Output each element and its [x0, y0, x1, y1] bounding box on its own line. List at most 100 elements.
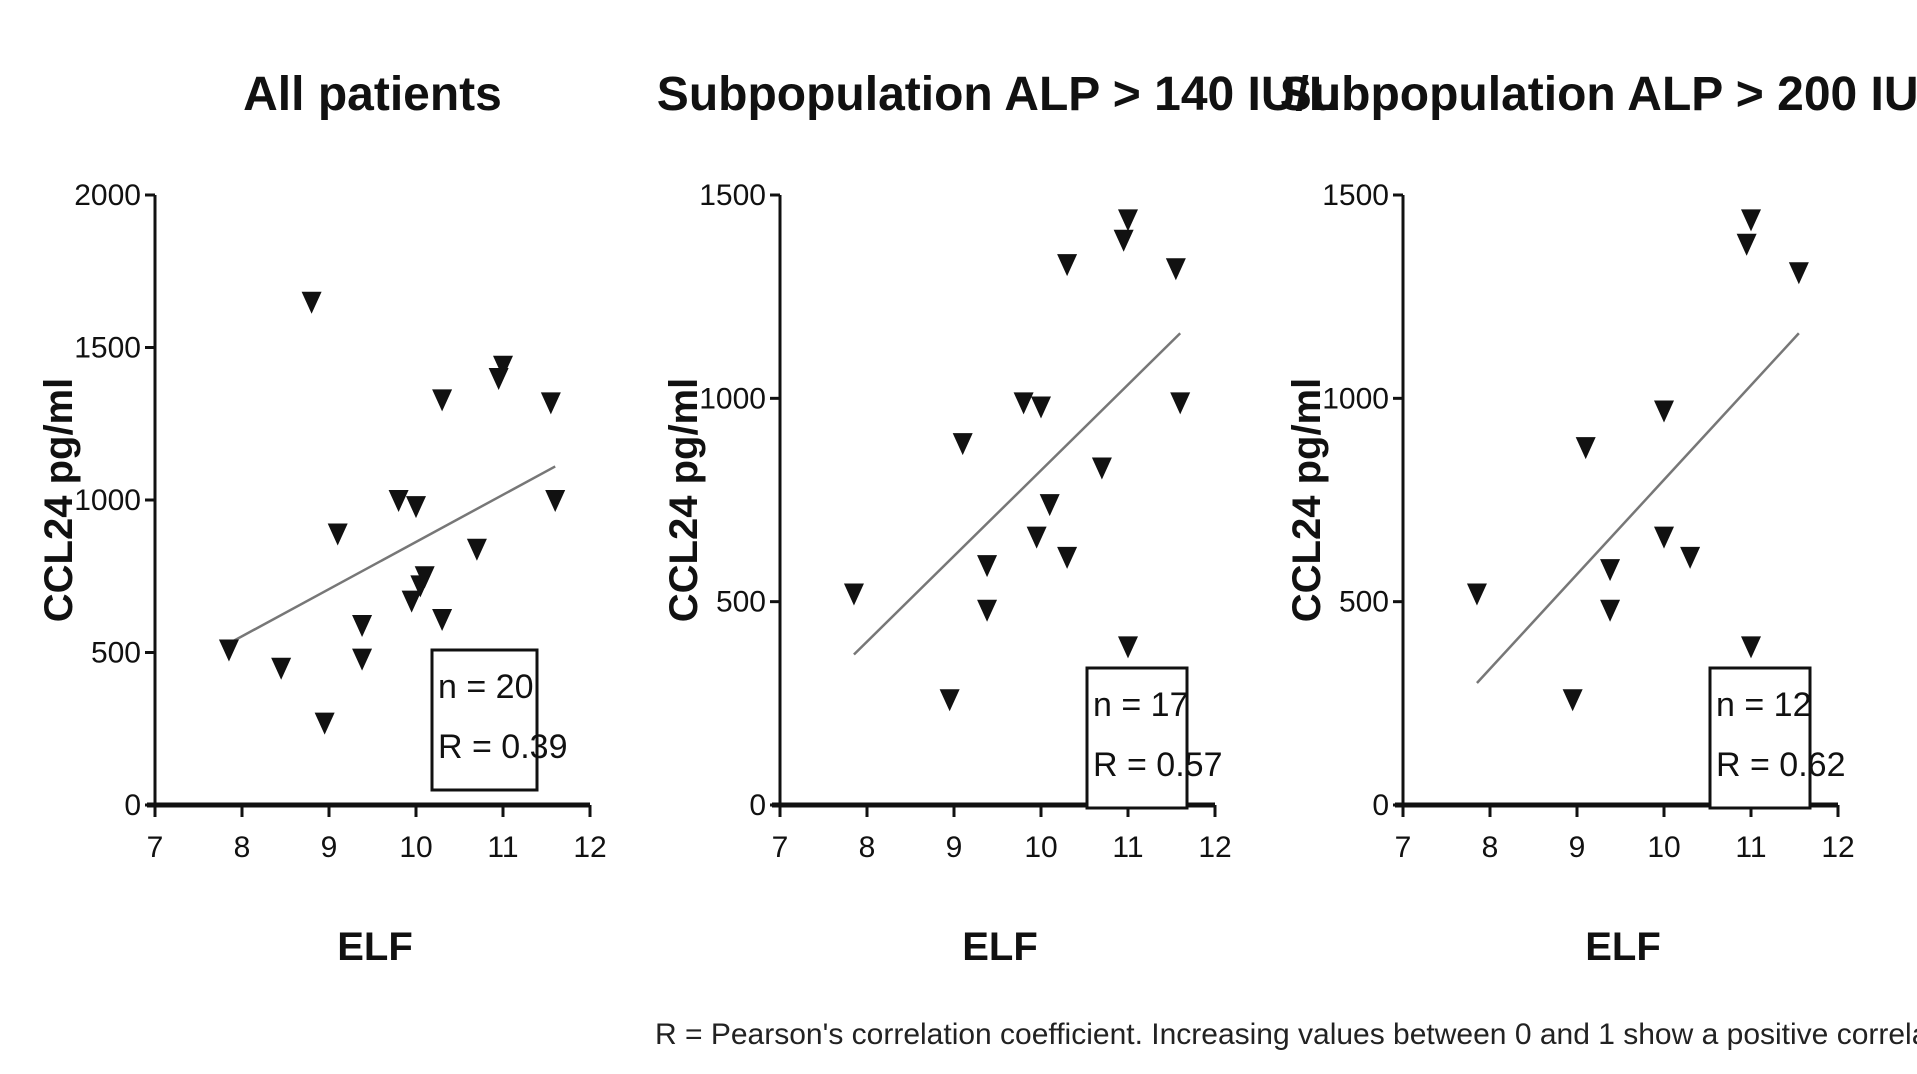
y-tick-label: 1500 [1322, 179, 1389, 212]
y-tick-label: 1000 [74, 484, 141, 517]
data-point [432, 608, 453, 631]
data-point [1600, 599, 1621, 622]
chart-panel-alp-140: Subpopulation ALP > 140 IU/L CCL24 pg/ml E… [635, 0, 1338, 1000]
chart-svg: Subpopulation ALP > 140 IU/L CCL24 pg/ml E… [657, 68, 1338, 969]
y-tick-label: 1500 [699, 179, 766, 212]
y-tick-label: 1000 [699, 382, 766, 415]
regression-line [228, 465, 556, 645]
x-tick-label: 7 [772, 831, 789, 864]
stats-n: n = 20 [438, 668, 533, 706]
data-point [1466, 583, 1487, 606]
stats-n: n = 17 [1093, 686, 1188, 724]
data-point [388, 490, 409, 512]
x-tick-label: 10 [1647, 831, 1680, 864]
data-point [545, 490, 566, 512]
data-point [1741, 209, 1761, 232]
y-tick-label: 1500 [74, 332, 141, 365]
x-axis-label: ELF [962, 925, 1038, 969]
data-point [1741, 636, 1761, 659]
stats-n: n = 12 [1716, 686, 1811, 724]
data-point [1013, 392, 1034, 415]
data-point [952, 433, 973, 456]
x-tick-label: 12 [1821, 831, 1854, 864]
data-point [1057, 546, 1078, 569]
stats-r: R = 0.57 [1093, 746, 1222, 784]
x-tick-label: 12 [573, 831, 606, 864]
data-point [1654, 400, 1674, 423]
x-axis-label: ELF [1585, 925, 1661, 969]
y-tick-label: 500 [91, 637, 141, 670]
data-point [1039, 494, 1060, 517]
x-tick-label: 10 [1024, 831, 1057, 864]
x-tick-label: 9 [321, 831, 338, 864]
data-point [1654, 526, 1674, 549]
data-point [1170, 392, 1191, 415]
data-point [1026, 526, 1047, 549]
x-tick-label: 7 [1395, 831, 1412, 864]
data-point [1575, 437, 1596, 460]
x-tick-label: 12 [1198, 831, 1231, 864]
data-point [1118, 209, 1138, 232]
data-point [1600, 559, 1621, 582]
x-tick-label: 9 [1569, 831, 1586, 864]
data-point [466, 538, 487, 561]
x-tick-label: 8 [859, 831, 876, 864]
x-tick-label: 11 [487, 831, 518, 864]
data-point [301, 291, 322, 314]
data-point [1165, 258, 1186, 281]
data-point [843, 583, 864, 606]
regression-line [1476, 332, 1800, 684]
x-tick-label: 8 [234, 831, 251, 864]
data-point [540, 392, 561, 415]
regression-line [853, 332, 1182, 656]
data-point [432, 389, 453, 412]
data-point [939, 689, 960, 712]
y-tick-label: 1000 [1322, 382, 1389, 415]
data-point [1788, 262, 1809, 285]
stats-box [430, 648, 539, 792]
data-point [1057, 254, 1078, 277]
footnote: R = Pearson's correlation coefficient. I… [655, 1018, 1917, 1051]
x-tick-label: 11 [1112, 831, 1143, 864]
y-tick-label: 0 [749, 789, 766, 822]
data-point [1736, 233, 1757, 256]
stats-r: R = 0.62 [1716, 746, 1845, 784]
y-tick-label: 500 [1339, 586, 1389, 619]
y-tick-label: 0 [1372, 789, 1389, 822]
data-point [327, 523, 348, 546]
y-axis-label: CCL24 pg/ml [37, 378, 81, 622]
data-point [1091, 457, 1112, 480]
data-point [406, 496, 426, 519]
data-point [414, 566, 435, 589]
y-axis-label: CCL24 pg/ml [1285, 378, 1329, 622]
y-axis-label: CCL24 pg/ml [662, 378, 706, 622]
stats-box [1085, 666, 1189, 810]
x-tick-label: 10 [399, 831, 432, 864]
data-point [977, 599, 998, 622]
stats-r: R = 0.39 [438, 728, 567, 766]
x-axis-label: ELF [337, 925, 413, 969]
chart-panel-all-patients: All patients CCL24 pg/ml ELF 0 500 1000 1500 20… [10, 0, 640, 1000]
stats-box [1708, 666, 1812, 810]
data-point [218, 639, 239, 662]
chart-title: All patients [243, 68, 502, 121]
data-point [352, 648, 373, 671]
x-tick-label: 9 [946, 831, 963, 864]
data-point [314, 712, 335, 735]
y-tick-label: 500 [716, 586, 766, 619]
chart-title: Subpopulation ALP > 200 IU/L [1280, 68, 1917, 121]
x-tick-label: 8 [1482, 831, 1499, 864]
data-point [271, 657, 292, 680]
y-tick-label: 2000 [74, 179, 141, 212]
data-point [1113, 229, 1134, 252]
data-point [1562, 689, 1583, 712]
data-point [1680, 546, 1701, 569]
x-tick-label: 11 [1735, 831, 1766, 864]
data-point [1031, 396, 1051, 419]
data-point [401, 590, 422, 613]
data-point [493, 355, 513, 378]
chart-panel-alp-200: Subpopulation ALP > 200 IU/L CCL24 pg/ml E… [1258, 0, 1917, 1000]
chart-title: Subpopulation ALP > 140 IU/L [657, 68, 1338, 121]
chart-svg: Subpopulation ALP > 200 IU/L CCL24 pg/ml E… [1280, 68, 1917, 969]
y-tick-label: 0 [124, 789, 141, 822]
